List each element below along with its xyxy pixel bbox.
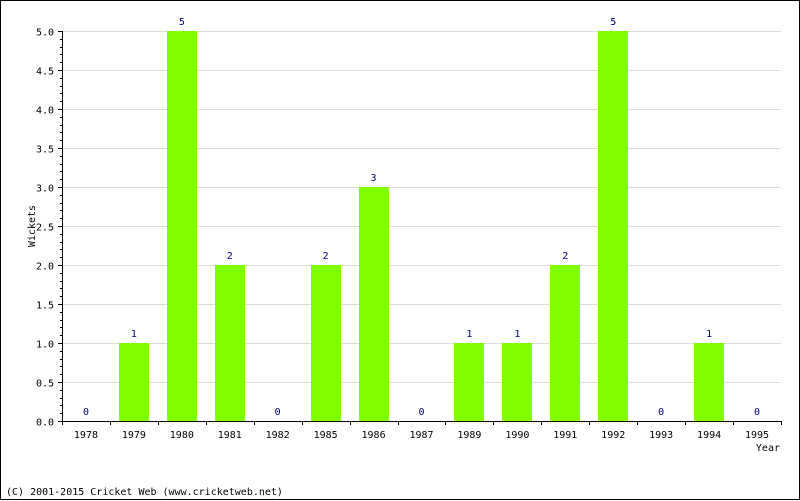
y-tick-label: 0.0	[36, 418, 54, 429]
bars	[119, 31, 724, 421]
x-tick-label: 1986	[362, 430, 386, 441]
data-label: 5	[610, 17, 616, 28]
data-label: 0	[83, 407, 89, 418]
bar	[502, 343, 532, 421]
y-tick-label: 2.5	[36, 223, 54, 234]
bar	[167, 31, 197, 421]
y-tick-label: 1.5	[36, 301, 54, 312]
x-tick-label: 1979	[122, 430, 146, 441]
x-tick-label: 1981	[218, 430, 242, 441]
data-label: 1	[131, 329, 137, 340]
copyright-text: (C) 2001-2015 Cricket Web (www.cricketwe…	[6, 487, 283, 498]
x-tick-label: 1980	[170, 430, 194, 441]
bar	[119, 343, 149, 421]
data-label: 1	[466, 329, 472, 340]
bar	[215, 265, 245, 421]
data-label: 1	[514, 329, 520, 340]
x-tick-label: 1992	[601, 430, 625, 441]
y-tick-label: 1.0	[36, 340, 54, 351]
data-labels: 0 1 5 2 0 2 3 0 1 1 2 5 0 1 0	[83, 17, 760, 418]
x-tick-label: 1990	[505, 430, 529, 441]
y-tick-label: 4.5	[36, 67, 54, 78]
x-tick-label: 1993	[649, 430, 673, 441]
y-axis-title: Wickets	[27, 205, 38, 247]
x-axis-title: Year	[756, 443, 780, 454]
data-label: 0	[275, 407, 281, 418]
x-tick-label: 1982	[266, 430, 290, 441]
y-tick-label: 2.0	[36, 262, 54, 273]
x-tick-label: 1989	[457, 430, 481, 441]
data-label: 3	[371, 173, 377, 184]
data-label: 2	[227, 251, 233, 262]
x-tick-label: 1995	[745, 430, 769, 441]
bar	[311, 265, 341, 421]
x-tick-label: 1987	[409, 430, 433, 441]
axes: 0.0 0.5 1.0 1.5 2.0 2.5 3.0 3.5 4.0 4.5 5.0 1978 197…	[36, 28, 782, 441]
data-label: 0	[754, 407, 760, 418]
y-tick-label: 0.5	[36, 379, 54, 390]
x-tick-label: 1985	[314, 430, 338, 441]
data-label: 0	[658, 407, 664, 418]
data-label: 0	[418, 407, 424, 418]
y-tick-label: 5.0	[36, 28, 54, 39]
x-tick-label: 1978	[74, 430, 98, 441]
x-tick-label: 1991	[553, 430, 577, 441]
bar	[550, 265, 580, 421]
y-tick-label: 3.0	[36, 184, 54, 195]
y-tick-label: 3.5	[36, 145, 54, 156]
y-tick-label: 4.0	[36, 106, 54, 117]
data-label: 1	[706, 329, 712, 340]
bar	[694, 343, 724, 421]
data-label: 2	[323, 251, 329, 262]
bar	[454, 343, 484, 421]
data-label: 2	[562, 251, 568, 262]
data-label: 5	[179, 17, 185, 28]
x-tick-label: 1994	[697, 430, 721, 441]
bar	[359, 187, 389, 421]
bar	[598, 31, 628, 421]
